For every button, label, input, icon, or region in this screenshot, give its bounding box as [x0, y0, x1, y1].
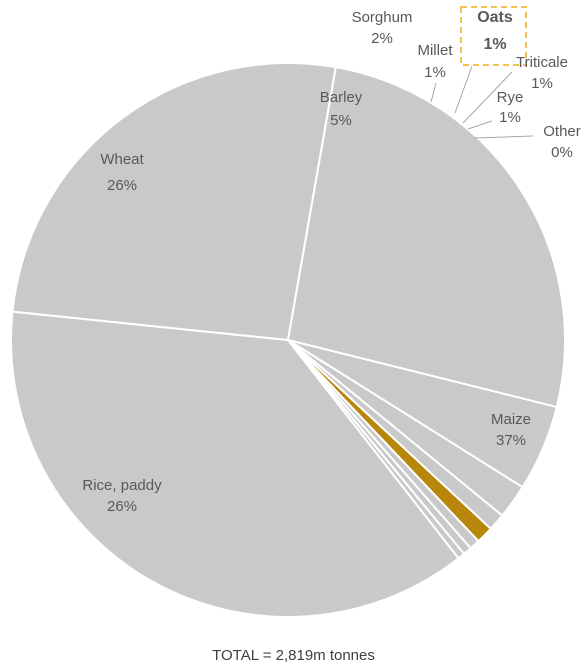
pct-rice-paddy: 26% [107, 498, 137, 515]
slice-labels: Maize 37% Rice, paddy 26% Wheat 26% Barley 5% So… [82, 6, 581, 515]
label-rice-paddy: Rice, paddy [82, 477, 162, 494]
pct-sorghum: 2% [371, 30, 393, 47]
pct-millet: 1% [424, 64, 446, 81]
label-wheat: Wheat [100, 151, 144, 168]
leader-line-other [473, 135, 534, 139]
pct-rye: 1% [499, 109, 521, 126]
label-triticale: Triticale [516, 54, 568, 71]
leader-line-rye [467, 120, 493, 130]
leader-lines [430, 65, 534, 139]
label-oats: Oats [477, 9, 513, 26]
leader-line-triticale [462, 71, 513, 124]
slice-other [287, 339, 465, 560]
leader-line-oats [454, 65, 473, 114]
pct-barley: 5% [330, 112, 352, 129]
pct-other: 0% [551, 144, 573, 161]
slice-wheat [287, 66, 566, 409]
pct-maize: 37% [496, 432, 526, 449]
leader-line-millet [430, 82, 437, 103]
pct-triticale: 1% [531, 75, 553, 92]
slice-rice-paddy [11, 62, 337, 341]
total-caption: TOTAL = 2,819m tonnes [212, 647, 375, 664]
label-maize: Maize [491, 411, 531, 428]
label-rye: Rye [497, 89, 524, 106]
label-other: Other [543, 123, 581, 140]
pct-wheat: 26% [107, 177, 137, 194]
highlight-box [460, 6, 527, 66]
pct-oats: 1% [483, 36, 506, 53]
slice-maize [9, 310, 460, 618]
label-sorghum: Sorghum [352, 9, 413, 26]
pie-slices [9, 62, 566, 618]
label-millet: Millet [417, 42, 453, 59]
label-barley: Barley [320, 89, 363, 106]
